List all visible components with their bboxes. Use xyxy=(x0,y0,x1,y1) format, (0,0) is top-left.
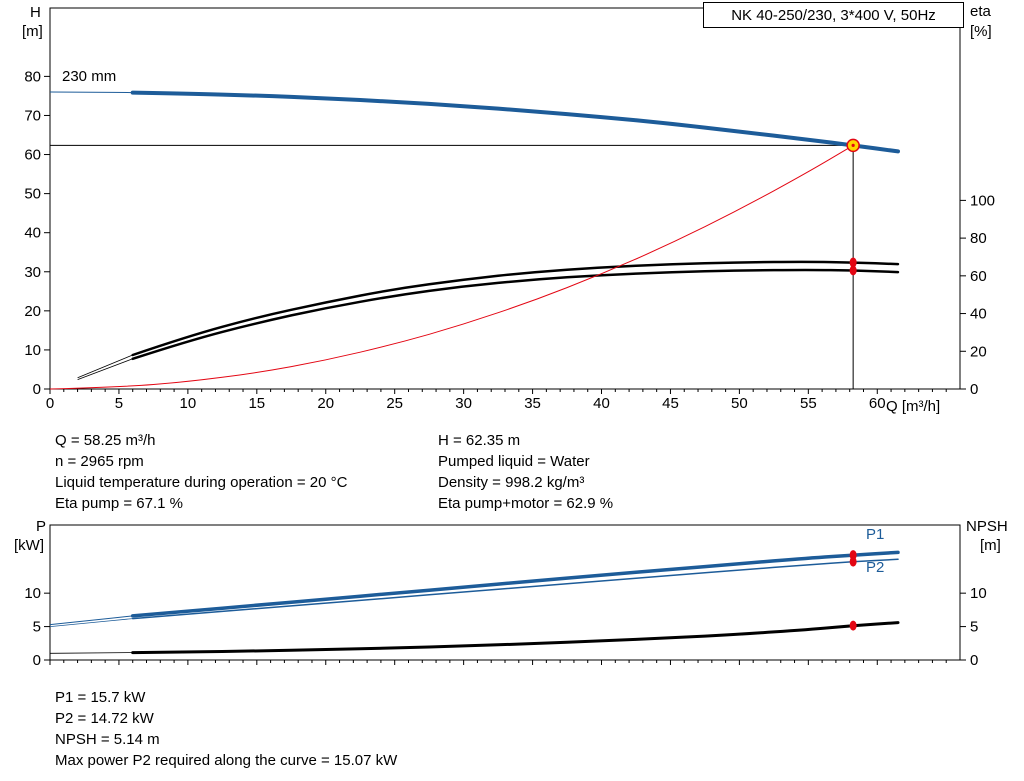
result-head: H = 62.35 m xyxy=(438,432,521,449)
x-tick-label: 55 xyxy=(800,395,817,412)
p-axis-label: P xyxy=(36,518,47,535)
result-pumped-liquid: Pumped liquid = Water xyxy=(438,453,590,470)
y-left-tick-label: 0 xyxy=(33,652,41,669)
h-axis-unit-label: [m] xyxy=(22,23,43,40)
series-eta-pump-motor-thin xyxy=(77,358,133,380)
x-tick-label: 10 xyxy=(180,395,197,412)
p-axis-unit-label: [kW] xyxy=(14,537,44,554)
y-left-tick-label: 10 xyxy=(24,585,41,602)
x-tick-label: 35 xyxy=(524,395,541,412)
q-axis-label: Q [m³/h] xyxy=(886,398,941,415)
results-top-right: H = 62.35 m Pumped liquid = Water Densit… xyxy=(438,430,613,514)
x-tick-label: 15 xyxy=(248,395,265,412)
p2-marker xyxy=(849,556,857,567)
series-head-230mm-thin xyxy=(49,91,133,94)
eta-axis-unit-label: [%] xyxy=(970,23,992,40)
series-npsh[interactable] xyxy=(131,621,900,655)
duty-point-marker-center xyxy=(851,143,855,147)
impeller-diameter-label: 230 mm xyxy=(62,68,117,85)
results-top-left: Q = 58.25 m³/h n = 2965 rpm Liquid tempe… xyxy=(55,430,347,514)
npsh-axis-unit-label: [m] xyxy=(980,537,1001,554)
result-density: Density = 998.2 kg/m³ xyxy=(438,474,585,491)
plot-frame xyxy=(49,7,961,390)
pump-title-box: NK 40-250/230, 3*400 V, 50Hz xyxy=(703,2,964,28)
result-eta-pump: Eta pump = 67.1 % xyxy=(55,495,183,512)
power-npsh-chart[interactable]: 0 5 10 0 5 10 xyxy=(0,518,1024,678)
series-eta-pump-motor[interactable] xyxy=(131,268,900,361)
y-left-tick-label: 0 xyxy=(33,381,41,398)
p2-curve-label: P2 xyxy=(866,559,885,576)
series-p1-thin xyxy=(49,615,133,626)
x-tick-label: 20 xyxy=(317,395,334,412)
y-left-tick-label: 50 xyxy=(24,186,41,203)
x-tick-label: 45 xyxy=(662,395,679,412)
y-right-tick-label: 10 xyxy=(970,585,987,602)
y-right-tick-label: 0 xyxy=(970,381,978,398)
result-p1: P1 = 15.7 kW xyxy=(55,689,146,706)
series-system-curve[interactable] xyxy=(49,144,854,390)
h-axis-label: H xyxy=(30,4,41,21)
x-tick-label: 0 xyxy=(46,395,54,412)
y-right-tick-label: 100 xyxy=(970,192,995,209)
x-tick-label: 60 xyxy=(869,395,886,412)
eta-pump-motor-marker xyxy=(849,265,857,276)
p1-curve-label: P1 xyxy=(866,526,885,543)
y-left-tick-label: 80 xyxy=(24,68,41,85)
y-left-tick-label: 20 xyxy=(24,303,41,320)
y-left-tick-label: 70 xyxy=(24,107,41,124)
npsh-marker xyxy=(849,620,857,631)
series-head-230mm[interactable] xyxy=(130,90,900,154)
result-npsh: NPSH = 5.14 m xyxy=(55,731,160,748)
result-speed: n = 2965 rpm xyxy=(55,453,144,470)
x-tick-label: 30 xyxy=(455,395,472,412)
result-max-power: Max power P2 required along the curve = … xyxy=(55,752,398,769)
series-npsh-thin xyxy=(49,652,133,654)
eta-pump-marker xyxy=(849,257,857,268)
y-right-tick-label: 60 xyxy=(970,268,987,285)
y-left-tick-label: 60 xyxy=(24,147,41,164)
result-eta-pump-motor: Eta pump+motor = 62.9 % xyxy=(438,495,614,512)
y-left-tick-label: 5 xyxy=(33,619,41,636)
x-tick-label: 25 xyxy=(386,395,403,412)
x-tick-label: 5 xyxy=(115,395,123,412)
y-right-tick-label: 40 xyxy=(970,306,987,323)
x-tick-label: 40 xyxy=(593,395,610,412)
x-tick-label: 50 xyxy=(731,395,748,412)
series-eta-pump[interactable] xyxy=(131,260,900,357)
y-left-tick-label: 40 xyxy=(24,225,41,242)
results-bottom: P1 = 15.7 kW P2 = 14.72 kW NPSH = 5.14 m… xyxy=(55,687,397,771)
y-right-tick-label: 20 xyxy=(970,343,987,360)
eta-axis-label: eta xyxy=(970,3,991,20)
npsh-axis-label: NPSH xyxy=(966,518,1008,535)
series-p2[interactable] xyxy=(131,558,899,620)
series-p2-thin xyxy=(49,618,133,627)
y-right-tick-label: 80 xyxy=(970,230,987,247)
y-left-tick-label: 30 xyxy=(24,264,41,281)
plot-frame xyxy=(49,524,961,661)
y-left-tick-label: 10 xyxy=(24,342,41,359)
h-q-chart[interactable]: 0 5 10 15 20 25 30 35 40 45 50 55 60 0 10 20 30 40 50 60 70 8… xyxy=(0,0,1024,420)
result-p2: P2 = 14.72 kW xyxy=(55,710,154,727)
result-flow: Q = 58.25 m³/h xyxy=(55,432,156,449)
y-right-tick-label: 5 xyxy=(970,619,978,636)
y-right-tick-label: 0 xyxy=(970,652,978,669)
series-p1[interactable] xyxy=(130,550,900,618)
series-eta-pump-thin xyxy=(77,354,133,379)
result-liquid-temp: Liquid temperature during operation = 20… xyxy=(55,474,348,491)
